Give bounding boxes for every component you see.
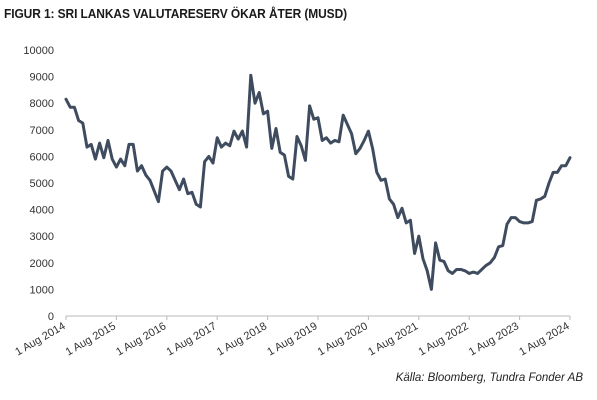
- y-axis: 0 1000 2000 3000 4000 5000 6000 7000 8000 9000 100…: [23, 45, 54, 323]
- y-tick-label: 9000: [30, 72, 54, 84]
- x-tick-label: 1 Aug 2019: [265, 320, 319, 358]
- chart-title: FIGUR 1: SRI LANKAS VALUTARESERV ÖKAR ÅT…: [4, 6, 348, 21]
- x-tick-label: 1 Aug 2015: [64, 320, 118, 358]
- x-tick-label: 1 Aug 2024: [517, 320, 571, 358]
- x-tick-label: 1 Aug 2023: [467, 320, 521, 358]
- y-tick-label: 2000: [30, 258, 54, 270]
- y-tick-label: 1000: [30, 284, 54, 296]
- y-tick-label: 3000: [30, 231, 54, 243]
- x-tick-label: 1 Aug 2018: [215, 320, 269, 358]
- y-tick-label: 5000: [30, 178, 54, 190]
- source-note: Källa: Bloomberg, Tundra Fonder AB: [395, 372, 583, 384]
- x-tick-label: 1 Aug 2016: [114, 320, 168, 358]
- x-tick-label: 1 Aug 2021: [366, 320, 420, 358]
- y-tick-label: 6000: [30, 151, 54, 163]
- x-tick-label: 1 Aug 2017: [164, 320, 218, 358]
- x-tick-label: 1 Aug 2022: [416, 320, 470, 358]
- y-tick-label: 10000: [23, 45, 54, 57]
- y-tick-label: 4000: [30, 205, 54, 217]
- y-tick-label: 7000: [30, 125, 54, 137]
- y-tick-label: 8000: [30, 98, 54, 110]
- x-tick-label: 1 Aug 2014: [13, 320, 67, 358]
- y-tick-label: 0: [48, 311, 54, 323]
- series-line: [64, 73, 572, 291]
- x-tick-label: 1 Aug 2020: [316, 320, 370, 358]
